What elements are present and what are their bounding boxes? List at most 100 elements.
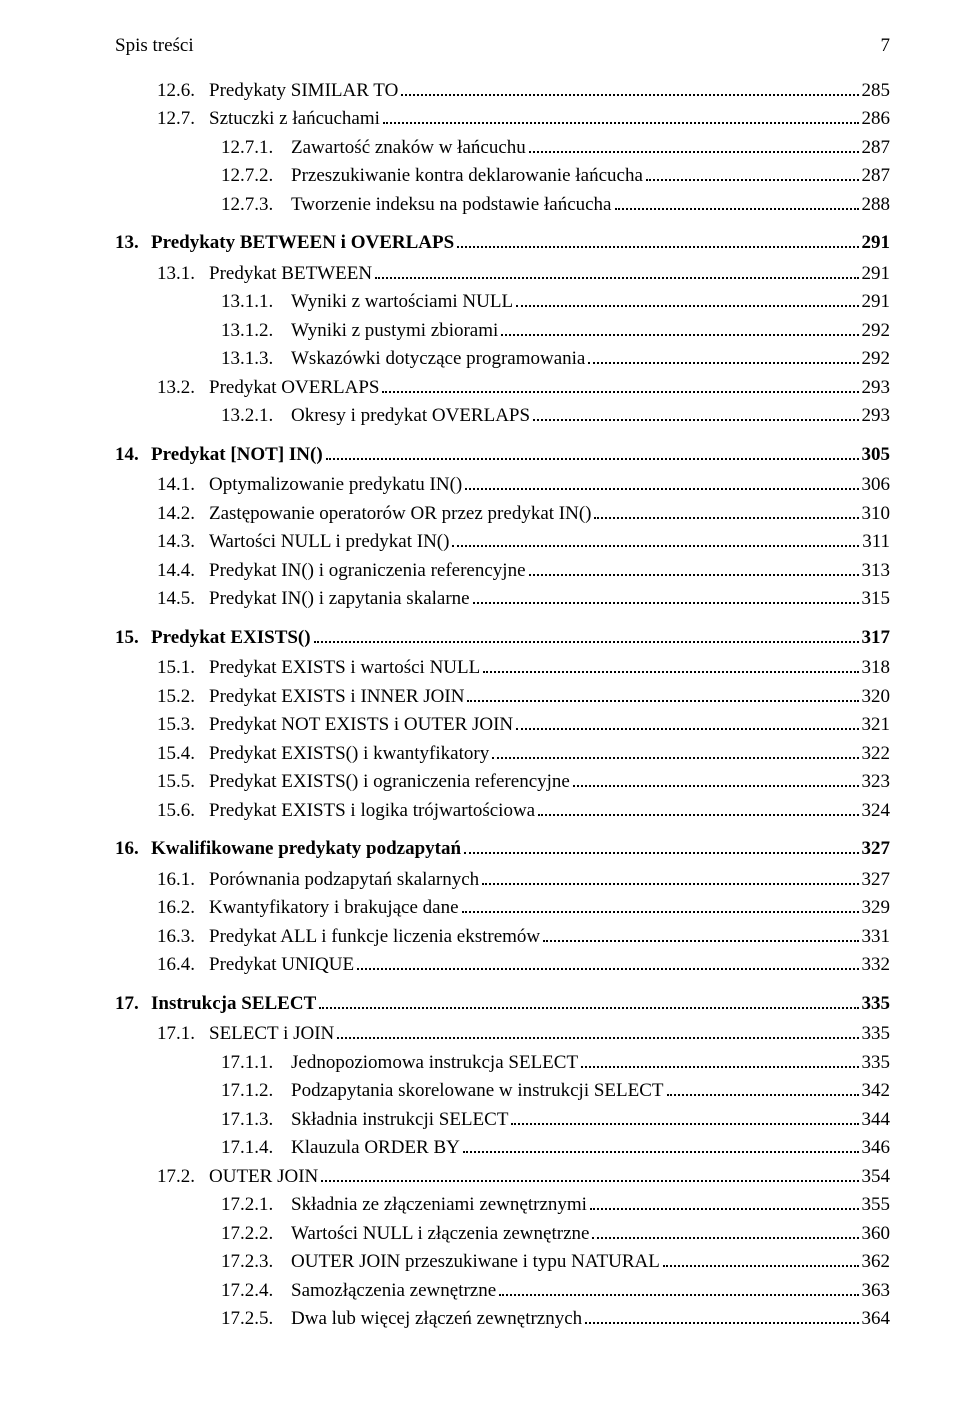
toc-dot-leader: [375, 266, 858, 278]
toc-entry: 12.7.Sztuczki z łańcuchami286: [157, 105, 890, 134]
toc-entry-number: 15.3.: [157, 711, 209, 740]
toc-entry-number: 16.: [115, 835, 151, 864]
toc-entry-number: 13.: [115, 229, 151, 258]
toc-entry-page: 327: [862, 835, 891, 864]
toc-entry: 15.3.Predykat NOT EXISTS i OUTER JOIN 321: [157, 711, 890, 740]
toc-entry-page: 292: [862, 317, 891, 346]
toc-dot-leader: [516, 718, 858, 730]
toc-entry-label: 17.2.2.Wartości NULL i złączenia zewnętr…: [221, 1220, 589, 1249]
toc-entry-label: 17.2.4.Samozłączenia zewnętrzne: [221, 1277, 496, 1306]
toc-entry: 12.7.1.Zawartość znaków w łańcuchu287: [221, 134, 890, 163]
toc-entry-text: Predykat ALL i funkcje liczenia ekstremó…: [209, 926, 540, 947]
toc-entry-number: 17.2.4.: [221, 1277, 291, 1306]
toc-entry-page: 354: [862, 1163, 891, 1192]
toc-entry-label: 17.1.2.Podzapytania skorelowane w instru…: [221, 1077, 664, 1106]
toc-entry-page: 286: [862, 105, 891, 134]
toc-entry-text: Przeszukiwanie kontra deklarowanie łańcu…: [291, 165, 643, 186]
toc-entry-label: 16.4.Predykat UNIQUE: [157, 951, 354, 980]
toc-entry-number: 15.: [115, 624, 151, 653]
toc-entry: 17.1.2.Podzapytania skorelowane w instru…: [221, 1077, 890, 1106]
toc-entry: 14.3.Wartości NULL i predykat IN()311: [157, 528, 890, 557]
toc-entry-label: 17.2.1.Składnia ze złączeniami zewnętrzn…: [221, 1191, 587, 1220]
toc-dot-leader: [543, 929, 858, 941]
toc-entry: 13.1.1.Wyniki z wartościami NULL291: [221, 288, 890, 317]
toc-entry-label: 15.Predykat EXISTS(): [115, 624, 311, 653]
toc-dot-leader: [667, 1084, 859, 1096]
toc-entry-number: 16.1.: [157, 866, 209, 895]
toc-entry: 17.1.4.Klauzula ORDER BY346: [221, 1134, 890, 1163]
toc-entry-number: 16.4.: [157, 951, 209, 980]
toc-dot-leader: [663, 1255, 859, 1267]
toc-entry-number: 14.2.: [157, 500, 209, 529]
toc-entry-page: 292: [862, 345, 891, 374]
toc-entry-text: Podzapytania skorelowane w instrukcji SE…: [291, 1080, 664, 1101]
toc-entry-text: Wartości NULL i predykat IN(): [209, 531, 449, 552]
toc-entry-page: 363: [862, 1277, 891, 1306]
toc-entry-number: 17.2.5.: [221, 1305, 291, 1334]
toc-entry-page: 291: [862, 260, 891, 289]
toc-entry: 14.2.Zastępowanie operatorów OR przez pr…: [157, 500, 890, 529]
toc-entry: 17.1.SELECT i JOIN335: [157, 1020, 890, 1049]
toc-entry-page: 322: [862, 740, 891, 769]
toc-entry: 17.2.1.Składnia ze złączeniami zewnętrzn…: [221, 1191, 890, 1220]
toc-entry: 14.4.Predykat IN() i ograniczenia refere…: [157, 557, 890, 586]
toc-entry-number: 16.2.: [157, 894, 209, 923]
toc-entry-text: Kwantyfikatory i brakujące dane: [209, 897, 459, 918]
toc-dot-leader: [457, 236, 858, 248]
toc-entry-label: 17.1.3.Składnia instrukcji SELECT: [221, 1106, 508, 1135]
toc-entry-page: 335: [862, 1020, 891, 1049]
toc-entry-text: Składnia instrukcji SELECT: [291, 1109, 508, 1130]
toc-title: Spis treści: [115, 32, 194, 61]
toc-dot-leader: [483, 661, 858, 673]
toc-dot-leader: [590, 1198, 859, 1210]
toc-entry: 17.2.OUTER JOIN354: [157, 1163, 890, 1192]
page-header: Spis treści 7: [115, 32, 890, 61]
toc-entry-page: 332: [862, 951, 891, 980]
toc-entry-text: Samozłączenia zewnętrzne: [291, 1280, 496, 1301]
toc-entry-label: 12.7.2.Przeszukiwanie kontra deklarowani…: [221, 162, 643, 191]
toc-dot-leader: [585, 1312, 858, 1324]
toc-entry-page: 355: [862, 1191, 891, 1220]
toc-entry-number: 17.1.3.: [221, 1106, 291, 1135]
toc-entry-page: 327: [862, 866, 891, 895]
toc-dot-leader: [529, 140, 859, 152]
toc-entry-number: 13.1.1.: [221, 288, 291, 317]
toc-entry-page: 364: [862, 1305, 891, 1334]
toc-entry-page: 318: [862, 654, 891, 683]
toc-dot-leader: [538, 803, 858, 815]
toc-entry: 15.5.Predykat EXISTS() i ograniczenia re…: [157, 768, 890, 797]
toc-dot-leader: [319, 996, 858, 1008]
toc-entry-text: Składnia ze złączeniami zewnętrznymi: [291, 1194, 587, 1215]
toc-entry-label: 15.6.Predykat EXISTS i logika trójwartoś…: [157, 797, 535, 826]
toc-entry-page: 311: [862, 528, 890, 557]
toc-entry-text: Predykat NOT EXISTS i OUTER JOIN: [209, 714, 513, 735]
toc-entry-text: Wskazówki dotyczące programowania: [291, 348, 585, 369]
toc-entry-page: 320: [862, 683, 891, 712]
toc-entry-text: Predykat EXISTS i wartości NULL: [209, 657, 480, 678]
toc-entry-page: 335: [862, 1049, 891, 1078]
toc-entry-text: Sztuczki z łańcuchami: [209, 108, 380, 129]
toc-entry: 15.1.Predykat EXISTS i wartości NULL318: [157, 654, 890, 683]
toc-entry-number: 17.2.2.: [221, 1220, 291, 1249]
toc-entry: 17.1.3.Składnia instrukcji SELECT344: [221, 1106, 890, 1135]
toc-entry-number: 17.2.: [157, 1163, 209, 1192]
toc-entry-page: 313: [862, 557, 891, 586]
toc-entry-page: 321: [862, 711, 891, 740]
toc-entry-page: 342: [862, 1077, 891, 1106]
toc-entry-text: Jednopoziomowa instrukcja SELECT: [291, 1052, 578, 1073]
toc-entry-text: Dwa lub więcej złączeń zewnętrznych: [291, 1308, 582, 1329]
toc-entry-number: 12.6.: [157, 77, 209, 106]
toc-entry: 16.2.Kwantyfikatory i brakujące dane 329: [157, 894, 890, 923]
toc-entry: 13.2.1.Okresy i predykat OVERLAPS293: [221, 402, 890, 431]
toc-entry-number: 17.: [115, 990, 151, 1019]
toc-entry-number: 12.7.2.: [221, 162, 291, 191]
toc-entry: 15.2.Predykat EXISTS i INNER JOIN320: [157, 683, 890, 712]
toc-entry-page: 291: [862, 288, 891, 317]
toc-dot-leader: [499, 1283, 858, 1295]
toc-entry-page: 360: [862, 1220, 891, 1249]
toc-dot-leader: [573, 775, 859, 787]
toc-entry: 13.Predykaty BETWEEN i OVERLAPS291: [115, 229, 890, 258]
toc-entry: 12.7.2.Przeszukiwanie kontra deklarowani…: [221, 162, 890, 191]
toc-entry-page: 329: [862, 894, 891, 923]
toc-dot-leader: [383, 112, 859, 124]
